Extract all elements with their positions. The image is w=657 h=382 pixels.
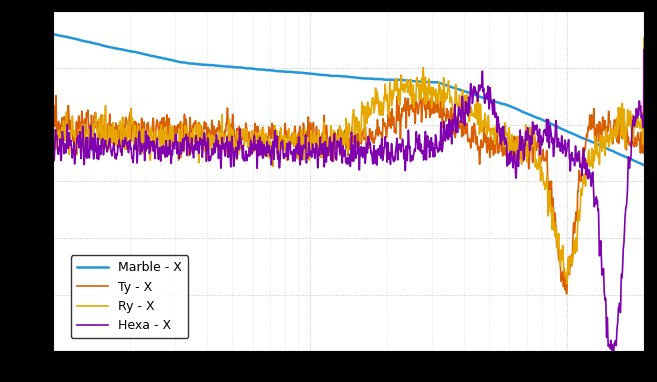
Ry - X xyxy=(565,271,573,276)
Ry - X xyxy=(49,0,57,2)
Line: Ry - X: Ry - X xyxy=(53,0,644,283)
Line: Ty - X: Ty - X xyxy=(53,0,644,294)
Ty - X xyxy=(562,292,570,296)
Hexa - X xyxy=(275,165,283,169)
Ty - X xyxy=(275,137,283,142)
Ry - X xyxy=(116,119,124,123)
Ty - X xyxy=(640,73,648,77)
Hexa - X xyxy=(116,143,124,148)
Ty - X xyxy=(116,132,124,136)
Hexa - X xyxy=(151,155,159,160)
Ry - X xyxy=(640,36,648,40)
Ry - X xyxy=(151,138,159,143)
Hexa - X xyxy=(629,123,637,128)
Ty - X xyxy=(151,146,159,150)
Ry - X xyxy=(301,127,309,132)
Line: Marble - X: Marble - X xyxy=(53,34,644,165)
Ty - X xyxy=(565,267,573,272)
Marble - X xyxy=(564,130,572,134)
Ry - X xyxy=(275,143,283,147)
Ty - X xyxy=(629,138,637,142)
Marble - X xyxy=(628,157,636,162)
Marble - X xyxy=(301,71,309,76)
Line: Hexa - X: Hexa - X xyxy=(53,0,644,354)
Hexa - X xyxy=(640,47,648,52)
Ty - X xyxy=(301,137,309,142)
Ry - X xyxy=(629,116,637,120)
Marble - X xyxy=(116,47,124,52)
Hexa - X xyxy=(301,144,309,149)
Hexa - X xyxy=(564,137,572,142)
Marble - X xyxy=(49,32,57,36)
Ry - X xyxy=(563,281,571,286)
Marble - X xyxy=(640,163,648,167)
Hexa - X xyxy=(610,352,618,356)
Marble - X xyxy=(151,54,159,59)
Marble - X xyxy=(275,69,283,74)
Legend: Marble - X, Ty - X, Ry - X, Hexa - X: Marble - X, Ty - X, Ry - X, Hexa - X xyxy=(71,255,189,338)
